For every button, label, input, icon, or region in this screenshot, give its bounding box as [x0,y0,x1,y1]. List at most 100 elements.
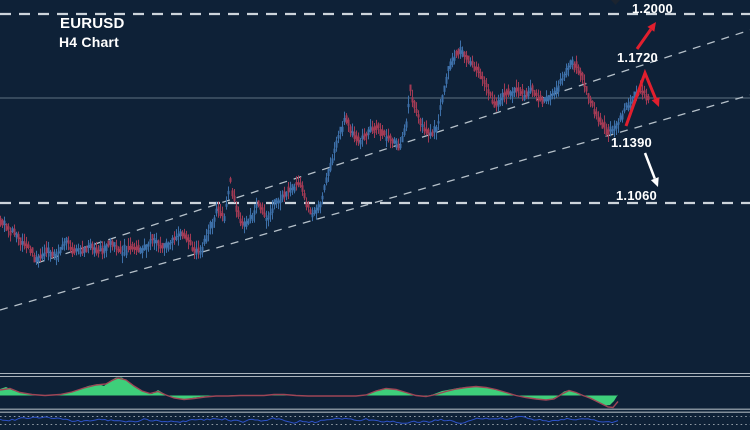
candle-body [331,158,334,164]
candle-body [209,221,212,229]
candle-body [249,214,252,219]
candle-body [537,97,540,102]
candle-body [305,201,308,208]
candle-body [589,98,592,104]
candle-body [143,244,146,251]
candle-body [95,247,98,253]
candle-body [245,220,248,227]
momentum-line [0,416,619,424]
candle-body [23,241,26,247]
candle-body [29,249,32,253]
candle-body [463,51,466,57]
candle-body [207,229,210,235]
candle-body [581,72,584,81]
candle-body [231,190,234,197]
candle-body [487,89,490,94]
candle-body [9,230,12,236]
candle-body [521,89,524,94]
candle-body [67,240,70,244]
candle-body [625,102,628,108]
candle-body [419,118,422,125]
candle-body [523,94,526,101]
candle-body [53,251,56,256]
candle-body [497,99,500,107]
candle-body [525,90,528,98]
price-label-trend-lower: 1.1390 [611,135,652,150]
candle-body [163,243,166,249]
candle-body [91,244,94,250]
trendline-lower [0,94,750,311]
candle-body [359,139,362,145]
price-label-trend-upper: 1.1720 [617,50,658,65]
candlestick-series [0,40,650,268]
candle-body [627,105,630,111]
candle-body [33,254,36,263]
candle-body [109,240,112,245]
candle-body [261,207,264,214]
candle-body [623,108,626,112]
candle-body [47,247,50,254]
candle-body [57,251,60,255]
oscillator-signal-line [0,377,619,409]
candle-body [383,130,386,136]
candle-body [17,234,20,240]
candle-body [223,216,226,222]
candle-body [433,126,436,133]
candle-body [195,248,198,255]
candle-body [319,202,322,208]
candle-body [97,249,100,254]
candle-body [157,240,160,246]
candle-body [339,126,342,134]
candle-body [165,241,168,248]
candle-body [211,221,214,228]
candle-body [593,108,596,115]
candle-body [69,246,72,250]
candle-body [59,247,62,253]
candle-body [405,121,408,128]
candle-body [435,127,438,133]
time-marker-triangle [611,0,620,5]
candle-body [151,234,154,241]
candle-body [539,95,542,101]
candle-body [281,194,284,200]
candle-body [153,238,156,244]
projection-down-head [650,177,659,187]
candle-body [609,126,612,132]
candle-body [603,121,606,128]
candle-body [301,185,304,192]
candle-body [303,193,306,199]
candle-body [397,144,400,151]
candle-body [0,217,2,225]
candle-body [145,244,148,250]
candle-body [479,71,482,79]
candle-body [347,119,350,126]
candle-body [333,148,336,153]
candle-body [345,115,348,123]
projection-zigzag-head [651,97,660,107]
candle-body [393,138,396,144]
candle-body [225,203,228,207]
candle-body [111,241,114,248]
candle-body [573,63,576,71]
candle-body [21,240,24,245]
candle-body [79,251,82,255]
oscillator-area [0,377,618,406]
candle-body [81,246,84,254]
candle-body [489,92,492,96]
price-label-resistance: 1.2000 [632,1,673,16]
candle-body [429,132,432,136]
candle-body [371,127,374,131]
candle-body [455,50,458,57]
candle-body [533,90,536,96]
candle-body [375,125,378,130]
candle-body [233,195,236,201]
candle-body [49,251,52,257]
candle-body [11,228,14,232]
candle-body [135,246,138,251]
candle-body [483,79,486,84]
candle-body [445,76,448,84]
candle-body [531,85,534,91]
candle-body [235,205,238,212]
candle-body [343,117,346,122]
